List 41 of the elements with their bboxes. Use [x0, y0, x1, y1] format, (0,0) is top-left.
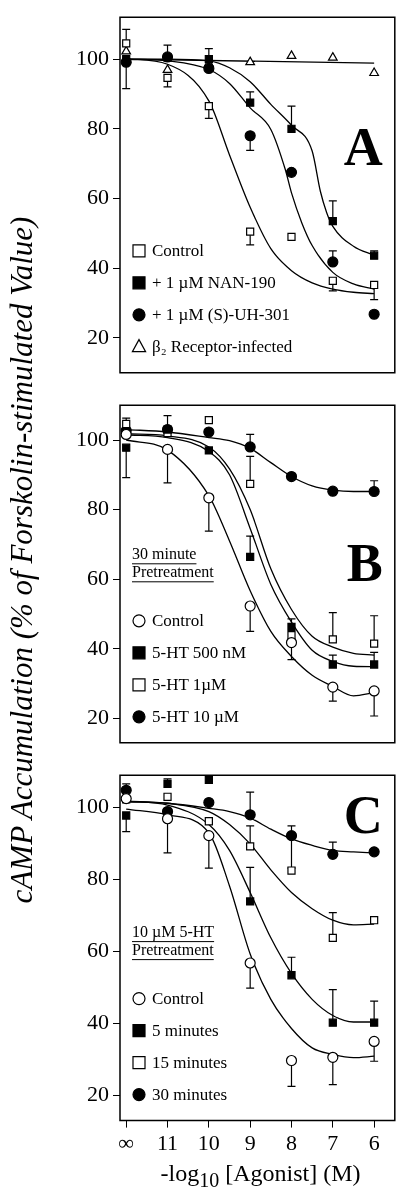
legend-label: + 1 µM NAN-190 [152, 273, 276, 293]
y-tick-label: 80 [87, 495, 109, 521]
legend-label: Control [152, 241, 205, 261]
x-axis-title: -log$_{10}$ [Agonist] (M) [159, 1160, 362, 1192]
x-tick-label: ∞ [118, 1129, 135, 1155]
y-tick-label: 20 [87, 323, 109, 349]
legend-label: 5-HT 10 µM [152, 707, 239, 727]
legend-label: 15 minutes [152, 1053, 228, 1073]
annotation: C [343, 785, 383, 846]
y-tick-label: 60 [87, 937, 109, 963]
legend-label: Control [152, 989, 205, 1009]
y-tick-label: 100 [76, 44, 109, 70]
legend-title: 30 minute Pretreatment [132, 545, 215, 580]
legend-title: 10 µM 5-HT Pretreatment [132, 922, 215, 958]
y-tick-label: 20 [87, 1081, 109, 1107]
y-tick-label: 80 [87, 865, 109, 891]
legend-label: Control [152, 611, 205, 631]
y-tick-label: 40 [87, 634, 109, 660]
x-tick-label: 9 [244, 1129, 256, 1155]
legend-label: 30 minutes [152, 1085, 228, 1105]
y-axis-title: cAMP Accumulation (% of Forskolin-stimulated Value) [4, 216, 40, 904]
legend-label: 5-HT 1µM [152, 675, 227, 695]
x-tick-label: 11 [156, 1129, 179, 1155]
x-tick-label: 6 [368, 1129, 380, 1155]
y-tick-label: 60 [87, 565, 109, 590]
y-tick-label: 60 [87, 184, 109, 210]
annotation: B [346, 532, 383, 593]
x-tick-label: 7 [327, 1129, 339, 1155]
legend-label: β₂ Receptor-infected [152, 337, 293, 357]
annotation: A [343, 116, 383, 177]
y-tick-label: 20 [87, 704, 109, 730]
y-tick-label: 100 [76, 425, 109, 451]
y-tick-label: 40 [87, 253, 109, 279]
x-tick-label: 10 [197, 1129, 220, 1155]
legend-label: 5-HT 500 nM [152, 643, 247, 663]
x-tick-label: 8 [285, 1129, 297, 1155]
y-tick-label: 100 [76, 793, 109, 819]
legend-label: 5 minutes [152, 1021, 219, 1041]
y-tick-label: 80 [87, 114, 109, 140]
y-tick-label: 40 [87, 1009, 109, 1035]
legend-label: + 1 µM (S)-UH-301 [152, 305, 290, 325]
